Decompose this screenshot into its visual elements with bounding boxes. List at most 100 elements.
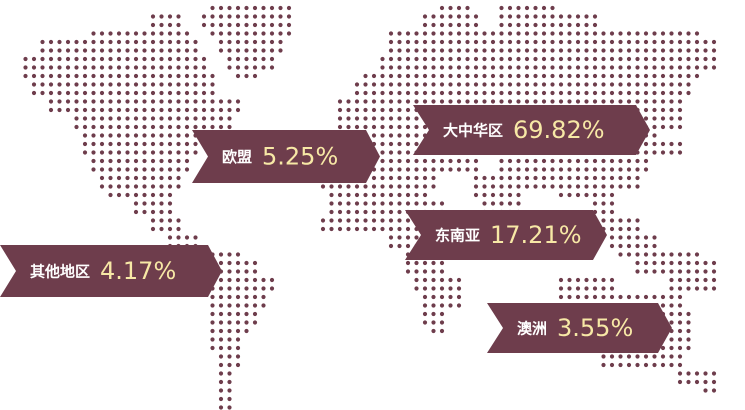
- map-dot: [184, 235, 190, 240]
- map-dot: [176, 158, 181, 164]
- map-dot: [652, 116, 657, 121]
- map-dot: [363, 107, 368, 113]
- map-dot: [227, 277, 232, 283]
- map-dot: [116, 99, 122, 104]
- map-dot: [252, 320, 258, 325]
- map-dot: [142, 158, 147, 164]
- map-dot: [159, 14, 164, 19]
- map-dot: [592, 201, 598, 206]
- map-dot: [108, 107, 113, 113]
- map-dot: [167, 158, 173, 164]
- map-dot: [388, 116, 394, 121]
- map-dot: [380, 73, 385, 79]
- map-dot: [371, 184, 377, 189]
- map-dot: [618, 31, 623, 36]
- map-dot: [609, 39, 615, 45]
- map-dot: [125, 184, 130, 189]
- map-dot: [439, 31, 445, 36]
- map-dot: [584, 14, 589, 19]
- map-dot: [677, 277, 683, 283]
- map-dot: [669, 65, 674, 70]
- map-dot: [431, 320, 436, 325]
- map-dot: [490, 56, 496, 62]
- map-dot: [643, 167, 649, 172]
- map-dot: [584, 167, 589, 172]
- map-dot: [74, 90, 79, 96]
- map-dot: [618, 99, 623, 104]
- tag-shape: [0, 245, 222, 297]
- map-dot: [601, 286, 606, 291]
- map-dot: [167, 124, 173, 130]
- map-dot: [252, 5, 258, 11]
- map-dot: [150, 124, 156, 130]
- map-dot: [363, 226, 368, 232]
- map-dot: [201, 56, 207, 62]
- map-dot: [448, 48, 453, 53]
- map-dot: [397, 65, 402, 70]
- map-dot: [184, 133, 190, 138]
- map-dot: [405, 65, 411, 70]
- map-dot: [227, 14, 232, 19]
- map-dot: [482, 39, 487, 45]
- map-dot: [176, 107, 181, 113]
- map-dot: [524, 22, 530, 28]
- map-dot: [363, 209, 368, 215]
- map-dot: [465, 31, 470, 36]
- map-dot: [354, 116, 360, 121]
- map-dot: [133, 39, 139, 45]
- map-dot: [261, 294, 266, 300]
- map-dot: [227, 48, 232, 53]
- map-dot: [677, 73, 683, 79]
- map-dot: [380, 56, 385, 62]
- map-dot: [218, 311, 224, 317]
- map-dot: [635, 218, 640, 223]
- map-dot: [99, 150, 105, 155]
- map-dot: [626, 184, 632, 189]
- map-dot: [592, 56, 598, 62]
- map-dot: [150, 167, 156, 172]
- map-dot: [703, 260, 708, 266]
- map-dot: [669, 73, 674, 79]
- map-dot: [320, 226, 326, 232]
- map-dot: [65, 39, 71, 45]
- map-dot: [142, 150, 147, 155]
- map-dot: [235, 362, 241, 368]
- map-dot: [516, 82, 521, 87]
- map-dot: [618, 48, 623, 53]
- map-dot: [652, 269, 657, 274]
- map-dot: [227, 65, 232, 70]
- map-dot: [592, 31, 598, 36]
- map-dot: [431, 39, 436, 45]
- map-dot: [380, 192, 385, 198]
- map-dot: [252, 39, 258, 45]
- map-dot: [516, 158, 521, 164]
- map-dot: [643, 269, 649, 274]
- map-dot: [218, 303, 224, 308]
- map-dot: [652, 107, 657, 113]
- map-dot: [252, 269, 258, 274]
- map-dot: [618, 252, 623, 257]
- map-dot: [524, 90, 530, 96]
- map-dot: [422, 286, 428, 291]
- map-dot: [618, 226, 623, 232]
- map-dot: [167, 226, 173, 232]
- map-dot: [227, 286, 232, 291]
- map-dot: [167, 107, 173, 113]
- map-dot: [516, 31, 521, 36]
- map-dot: [244, 56, 249, 62]
- map-dot: [575, 39, 581, 45]
- map-dot: [193, 90, 198, 96]
- map-dot: [405, 269, 411, 274]
- map-dot: [176, 124, 181, 130]
- map-dot: [31, 90, 37, 96]
- map-dot: [167, 22, 173, 28]
- map-dot: [694, 277, 700, 283]
- map-dot: [337, 209, 343, 215]
- map-dot: [652, 260, 657, 266]
- map-dot: [218, 328, 224, 334]
- map-dot: [439, 201, 445, 206]
- map-dot: [660, 345, 666, 351]
- map-dot: [703, 388, 708, 393]
- map-dot: [329, 226, 334, 232]
- map-dot: [660, 260, 666, 266]
